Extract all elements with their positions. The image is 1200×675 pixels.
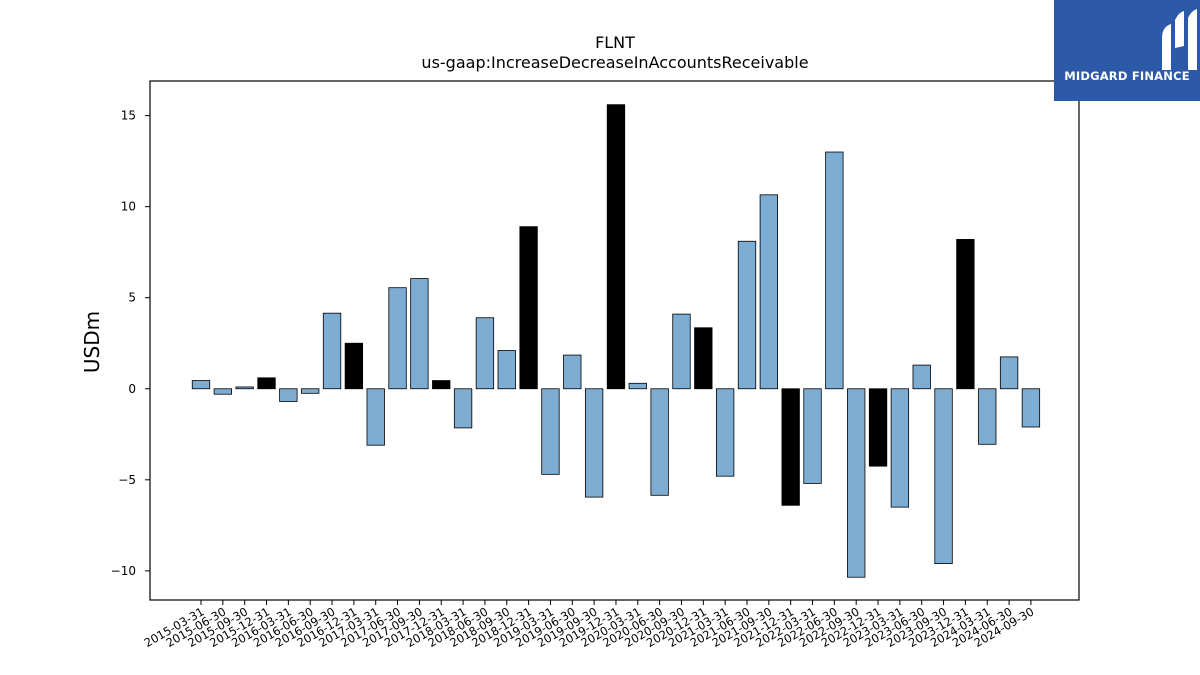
bar-2022-12-31 xyxy=(868,388,888,467)
chart-subtitle: us-gaap:IncreaseDecreaseInAccountsReceiv… xyxy=(421,53,808,72)
bar-2023-09-30 xyxy=(934,388,953,564)
y-tick-label: 15 xyxy=(121,109,136,123)
bar-2022-03-31 xyxy=(803,388,822,484)
bar-2016-09-30 xyxy=(322,312,342,390)
bar-2017-06-30 xyxy=(388,287,407,390)
chart-title: FLNT xyxy=(595,33,635,52)
bar-2023-03-31 xyxy=(890,388,910,508)
bar-2018-09-30 xyxy=(497,350,516,390)
bar-2015-06-30 xyxy=(213,388,232,395)
bar-2024-06-30 xyxy=(999,356,1019,390)
bar-2020-12-31 xyxy=(694,327,713,390)
y-tick-label: 0 xyxy=(128,382,136,396)
bar-2021-12-31 xyxy=(781,388,800,506)
bar-2023-06-30 xyxy=(912,364,931,390)
plot-frame xyxy=(149,80,1080,601)
y-axis-label: USDm xyxy=(80,311,104,373)
bar-2019-12-31 xyxy=(606,104,626,390)
bar-2021-03-31 xyxy=(716,388,735,477)
bars-group xyxy=(191,104,1041,578)
brand-logo: MIDGARD FINANCE xyxy=(1054,0,1200,101)
bar-2020-09-30 xyxy=(672,313,691,390)
bar-2015-12-31 xyxy=(257,377,276,390)
bar-2016-03-31 xyxy=(279,388,298,402)
y-tick-label: 5 xyxy=(128,291,136,305)
bar-2019-09-30 xyxy=(584,388,604,498)
y-axis: −10 −5 0 5 10 15 xyxy=(111,109,150,578)
bar-2017-03-31 xyxy=(366,388,385,446)
bar-2016-12-31 xyxy=(344,342,364,390)
bar-2018-06-30 xyxy=(475,317,495,390)
bar-2017-12-31 xyxy=(432,380,451,390)
bar-2017-09-30 xyxy=(410,278,429,390)
bar-2021-06-30 xyxy=(737,240,757,390)
bar-2018-12-31 xyxy=(519,226,538,390)
bar-2015-09-30 xyxy=(235,386,254,390)
bar-2020-03-31 xyxy=(628,382,647,390)
bar-2024-03-31 xyxy=(978,388,997,445)
bar-2016-06-30 xyxy=(301,388,320,394)
bar-2018-03-31 xyxy=(453,388,473,429)
bar-2019-06-30 xyxy=(563,354,582,390)
bar-2022-09-30 xyxy=(847,388,866,578)
bar-2015-03-31 xyxy=(191,380,211,390)
bar-2022-06-30 xyxy=(825,151,844,390)
brand-name: MIDGARD FINANCE xyxy=(1064,69,1190,83)
x-axis: 2015-03-312015-06-302015-09-302015-12-31… xyxy=(142,600,1036,650)
bar-2020-06-30 xyxy=(650,388,669,496)
y-tick-label: 10 xyxy=(121,200,136,214)
y-tick-label: −5 xyxy=(118,473,136,487)
bar-2021-09-30 xyxy=(759,194,778,390)
bar-2024-09-30 xyxy=(1021,388,1041,428)
bar-2019-03-31 xyxy=(541,388,560,475)
bar-2023-12-31 xyxy=(956,239,975,390)
y-tick-label: −10 xyxy=(111,564,136,578)
logo-mark-icon xyxy=(1162,9,1197,70)
